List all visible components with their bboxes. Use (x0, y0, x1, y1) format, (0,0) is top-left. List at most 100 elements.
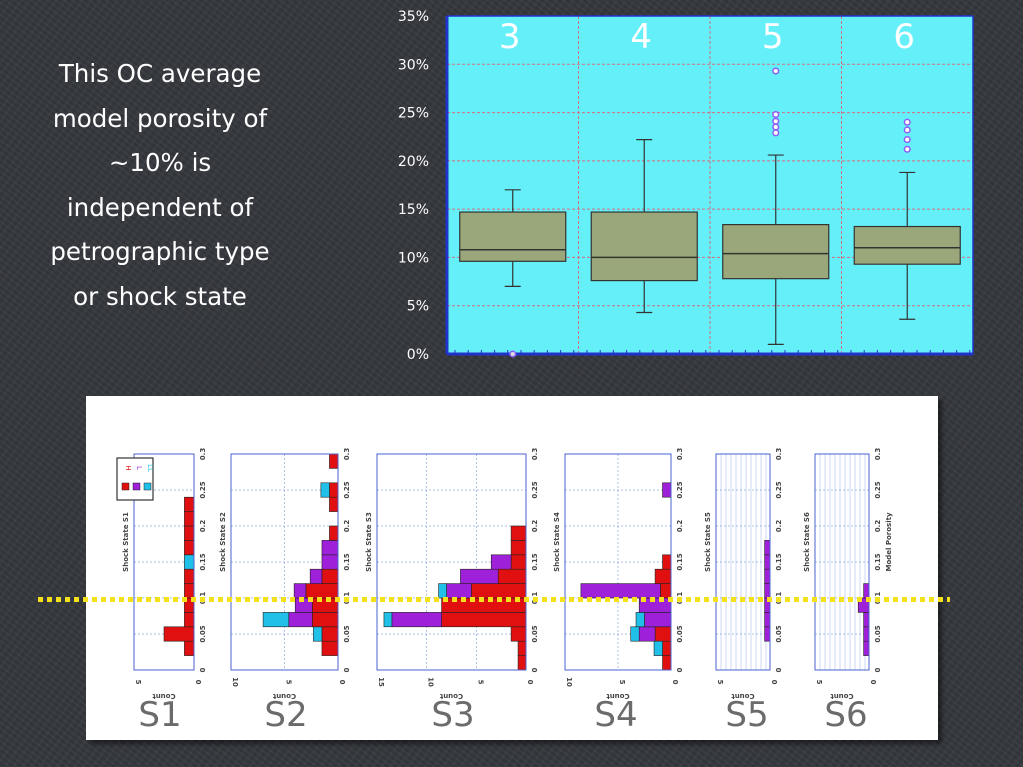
histogram-s6: 0 0.05 0.1 0.15 0.2 0.25 0.3 Shock State S6 Mode… (803, 448, 893, 735)
histogram-legend: H L LL (116, 457, 154, 501)
histogram-bar-cyan (635, 612, 645, 628)
panel-ylabel: Shock State S6 (803, 512, 811, 572)
y-tick-label: 35% (398, 9, 429, 25)
count-label: Count (439, 692, 463, 700)
y-tick-label: 15% (398, 202, 429, 218)
histogram-bar-red (312, 597, 339, 613)
y-tick-label: 0.15 (199, 553, 207, 570)
y-tick-label: 0.3 (775, 448, 783, 461)
histogram-bar-cyan (262, 612, 290, 628)
y-tick-label: 0.25 (874, 481, 882, 498)
histogram-bar-purple (288, 612, 313, 628)
histogram-bar-purple (638, 626, 656, 642)
panel-ylabel: Shock State S1 (122, 512, 130, 572)
legend-swatch (121, 482, 130, 491)
histogram-bar-red (184, 525, 195, 541)
histogram-bar-purple (580, 583, 661, 599)
histogram-bar-red (184, 496, 195, 512)
y-tick-label: 0% (407, 347, 429, 363)
histogram-bar-red (510, 626, 527, 642)
plot-frame (133, 453, 195, 671)
y-tick-label: 0.3 (531, 448, 539, 461)
panel-name-s4: S4 (594, 695, 637, 735)
histogram-bar-red (510, 554, 527, 570)
y-tick-label: 0 (874, 667, 882, 672)
histogram-s2: 0 0.05 0.1 0.15 0.2 0.25 0.3 Shock State S2 10 5 0… (219, 448, 351, 735)
histogram-bar-red (497, 568, 527, 584)
outlier-point (509, 350, 517, 358)
histogram-bar-red (329, 453, 339, 469)
box-5 (722, 223, 830, 280)
histogram-bar-cyan (383, 612, 393, 628)
y-tick-label: 30% (398, 57, 429, 73)
panel-ylabel-right: Model Porosity (885, 512, 893, 571)
histogram-s1: 0 0.05 0.1 0.15 0.2 0.25 0.3 Shock State S1 5 0 Co… (122, 448, 207, 735)
outlier-point (903, 136, 911, 144)
category-label: 4 (630, 17, 652, 57)
histogram-bar-red (471, 583, 527, 599)
plot-frame (230, 453, 339, 671)
legend-label: LL (146, 464, 154, 472)
y-tick-label: 0 (531, 667, 539, 672)
outlier-point (772, 110, 780, 119)
y-tick-label: 0.15 (775, 553, 783, 570)
caption-line: or shock state (73, 281, 247, 311)
panel-ylabel: Shock State S5 (704, 512, 712, 572)
category-label: 5 (762, 17, 784, 57)
plot-frame (376, 453, 527, 671)
x-tick-label: 5 (134, 680, 142, 685)
histogram-bar-red (329, 496, 339, 512)
histogram-bar-purple (764, 554, 771, 570)
histogram-bar-purple (764, 597, 771, 613)
histogram-bar-red (510, 525, 527, 541)
caption-line: ~10% is (108, 148, 212, 177)
histogram-bar-purple (638, 597, 672, 613)
histogram-bar-red (654, 626, 672, 642)
histogram-bar-purple (662, 482, 672, 498)
caption-line: independent of (66, 192, 254, 222)
count-label: Count (272, 692, 296, 700)
y-tick-label: 0.2 (775, 520, 783, 533)
box-6 (853, 225, 961, 265)
x-tick-label: 10 (427, 677, 435, 687)
y-tick-label: 0.2 (874, 520, 882, 533)
y-tick-label: 0 (775, 667, 783, 672)
x-tick-label: 5 (716, 680, 724, 685)
histogram-bar-red (662, 640, 672, 656)
legend-label: L (135, 466, 143, 470)
y-tick-label: 0.3 (199, 448, 207, 461)
y-tick-label: 0.3 (676, 448, 684, 461)
x-tick-label: 10 (231, 677, 239, 687)
plot-frame (564, 453, 672, 671)
y-tick-label: 0.15 (874, 553, 882, 570)
histogram-s4: 0 0.05 0.1 0.15 0.2 0.25 0.3 Shock State S4 10 5 0… (553, 448, 684, 735)
histogram-bar-red (184, 568, 195, 584)
histogram-panel: 0 0.05 0.1 0.15 0.2 0.25 0.3 Shock State S1 5 0 Co… (86, 396, 938, 740)
y-tick-label: 0 (676, 667, 684, 672)
histogram-bar-purple (764, 612, 771, 628)
outlier-point (772, 123, 780, 131)
histogram-bar-purple (764, 568, 771, 584)
histogram-bar-red (329, 482, 339, 498)
plot-frame (814, 453, 870, 671)
histogram-bar-purple (460, 568, 499, 584)
y-tick-label: 0.25 (531, 481, 539, 498)
x-tick-label: 0 (194, 680, 202, 685)
histogram-bar-cyan (438, 583, 447, 599)
histogram-bar-purple (644, 612, 672, 628)
histogram-bar-red (517, 655, 527, 671)
outlier-point (903, 118, 911, 126)
category-label: 3 (499, 17, 521, 57)
caption-line: petrographic type (50, 237, 270, 266)
histogram-bar-red (321, 640, 339, 656)
y-tick-label: 0.2 (199, 520, 207, 533)
panel-name-s6: S6 (824, 695, 867, 735)
histogram-bar-red (441, 612, 527, 628)
histogram-bar-purple (863, 583, 870, 599)
x-tick-label: 15 (377, 677, 385, 687)
caption-line: This OC average (58, 59, 262, 88)
histogram-bar-red (184, 540, 195, 556)
histogram-bar-red (510, 540, 527, 556)
histogram-bar-red (184, 597, 195, 613)
